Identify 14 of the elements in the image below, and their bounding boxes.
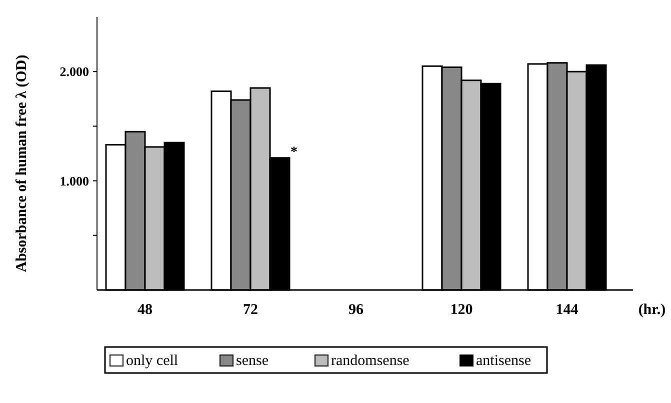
legend-label: randomsense (331, 353, 410, 369)
x-tick-label: 144 (556, 302, 579, 318)
y-tick-label: 2.000 (60, 64, 89, 80)
x-tick-label: 96 (348, 302, 364, 318)
x-tick-label: 120 (450, 302, 473, 318)
y-axis-title: Absorbance of human free λ (OD) (14, 54, 30, 272)
legend-label: only cell (126, 353, 178, 369)
y-tick-label: 1.000 (60, 173, 89, 188)
x-axis-title: (hr.) (638, 302, 666, 318)
legend-label: antisense (476, 353, 532, 369)
annotation: * (290, 144, 298, 160)
x-tick-label: 72 (243, 302, 258, 318)
legend-label: sense (236, 353, 269, 369)
x-tick-label: 48 (138, 302, 152, 318)
